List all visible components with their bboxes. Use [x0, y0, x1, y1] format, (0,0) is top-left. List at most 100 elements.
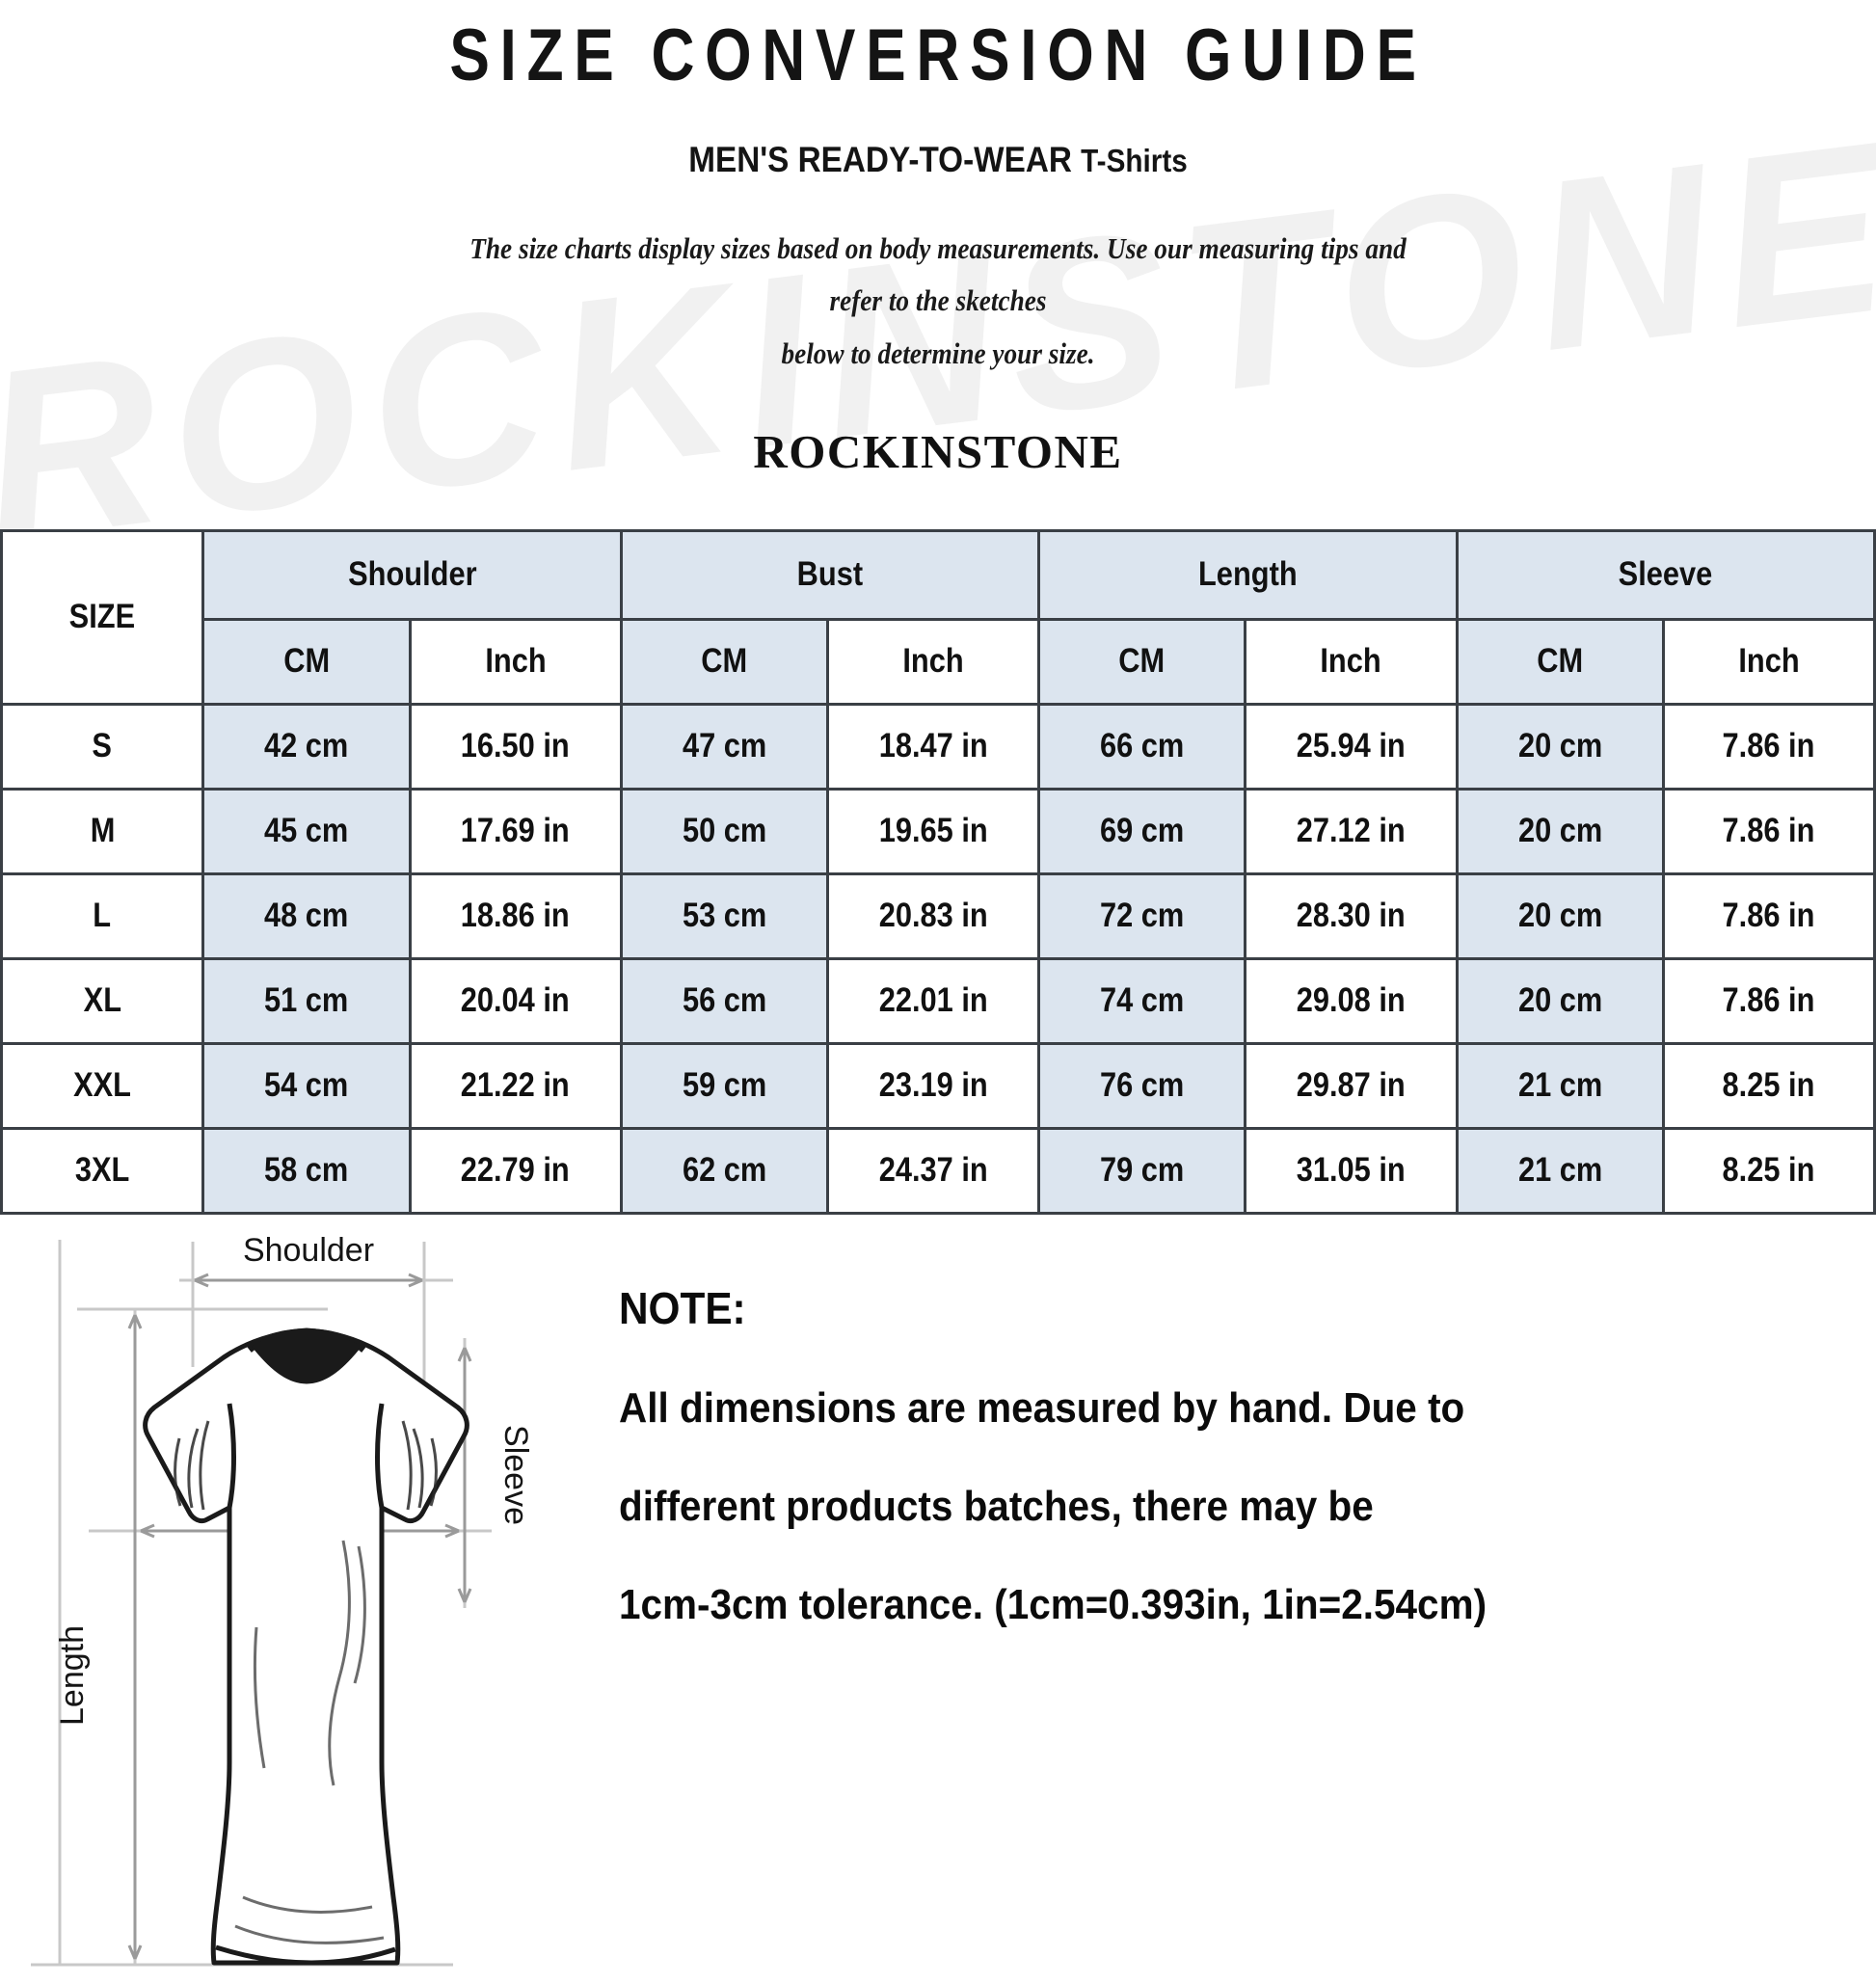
cell-length-cm: 79 cm [1037, 1126, 1247, 1215]
cell-bust-cm: 59 cm [619, 1041, 829, 1130]
cell-shoulder-inch: 21.22 in [408, 1041, 623, 1130]
tshirt-illustration [143, 1327, 469, 1966]
size-chart-table: SIZE Shoulder Bust Length Sleeve CM Inch… [0, 528, 1876, 1215]
shoulder-dimension-arrow [194, 1273, 423, 1288]
cell-bust-inch: 20.83 in [825, 871, 1041, 960]
cell-length-cm: 66 cm [1037, 702, 1247, 791]
cell-shoulder-inch: 18.86 in [408, 871, 623, 960]
note-line-3: 1cm-3cm tolerance. (1cm=0.393in, 1in=2.5… [619, 1580, 1487, 1628]
cell-shoulder-inch: 17.69 in [408, 787, 623, 875]
header-group-length: Length [1037, 528, 1459, 621]
unit-length-cm: CM [1037, 617, 1247, 706]
unit-length-inch: Inch [1244, 617, 1459, 706]
row-size-label: XXL [0, 1041, 205, 1130]
row-size-label: S [0, 702, 205, 791]
description-text: The size charts display sizes based on b… [463, 223, 1413, 380]
row-size-label: M [0, 787, 205, 875]
unit-shoulder-cm: CM [201, 617, 412, 706]
cell-length-inch: 27.12 in [1244, 787, 1459, 875]
cell-sleeve-cm: 21 cm [1455, 1126, 1665, 1215]
header-size: SIZE [0, 528, 205, 706]
brand-name: ROCKINSTONE [753, 424, 1123, 478]
header-group-shoulder: Shoulder [201, 528, 623, 621]
cell-shoulder-inch: 22.79 in [408, 1126, 623, 1215]
unit-shoulder-inch: Inch [408, 617, 623, 706]
page-title: SIZE CONVERSION GUIDE [449, 14, 1427, 96]
row-size-label: 3XL [0, 1126, 205, 1215]
subtitle-category: MEN'S READY-TO-WEAR [688, 140, 1082, 179]
cell-shoulder-cm: 45 cm [201, 787, 412, 875]
cell-sleeve-cm: 20 cm [1455, 702, 1665, 791]
table-row: XL 51 cm 20.04 in 56 cm 22.01 in 74 cm 2… [0, 956, 1876, 1045]
unit-sleeve-inch: Inch [1661, 617, 1876, 706]
cell-bust-inch: 19.65 in [825, 787, 1041, 875]
cell-length-inch: 25.94 in [1244, 702, 1459, 791]
unit-bust-inch: Inch [825, 617, 1041, 706]
note-line-2: different products batches, there may be [619, 1482, 1374, 1530]
cell-bust-cm: 47 cm [619, 702, 829, 791]
sleeve-dimension-arrow [457, 1347, 472, 1603]
cell-shoulder-cm: 51 cm [201, 956, 412, 1045]
cell-sleeve-cm: 20 cm [1455, 787, 1665, 875]
cell-bust-cm: 53 cm [619, 871, 829, 960]
table-header-row-units: CM Inch CM Inch CM Inch CM Inch [2, 617, 1876, 706]
unit-bust-cm: CM [619, 617, 829, 706]
table-header-row-groups: SIZE Shoulder Bust Length Sleeve [0, 528, 1876, 706]
page-subtitle: MEN'S READY-TO-WEAR T-Shirts [94, 140, 1782, 180]
description-line-1: The size charts display sizes based on b… [469, 231, 1407, 318]
cell-shoulder-inch: 16.50 in [408, 702, 623, 791]
header-group-sleeve: Sleeve [1455, 528, 1876, 621]
header-group-bust: Bust [619, 528, 1041, 621]
row-size-label: XL [0, 956, 205, 1045]
cell-sleeve-inch: 8.25 in [1661, 1126, 1876, 1215]
cell-sleeve-cm: 20 cm [1455, 956, 1665, 1045]
diagram-label-sleeve: Sleeve [497, 1425, 534, 1525]
cell-bust-inch: 23.19 in [825, 1041, 1041, 1130]
cell-sleeve-inch: 7.86 in [1661, 956, 1876, 1045]
cell-bust-inch: 22.01 in [825, 956, 1041, 1045]
subtitle-product: T-Shirts [1081, 143, 1188, 178]
table-row: S 42 cm 16.50 in 47 cm 18.47 in 66 cm 25… [0, 702, 1876, 791]
diagram-label-shoulder: Shoulder [243, 1232, 374, 1269]
length-dimension-arrow [127, 1314, 143, 1960]
cell-shoulder-cm: 58 cm [201, 1126, 412, 1215]
cell-sleeve-inch: 7.86 in [1661, 787, 1876, 875]
cell-length-cm: 74 cm [1037, 956, 1247, 1045]
cell-bust-cm: 62 cm [619, 1126, 829, 1215]
cell-bust-inch: 18.47 in [825, 702, 1041, 791]
note-section: NOTE: All dimensions are measured by han… [598, 1222, 1876, 1629]
diagram-label-length: Length [54, 1625, 91, 1726]
tshirt-diagram-svg: Shoulder Bust Length [31, 1232, 534, 1967]
cell-bust-cm: 50 cm [619, 787, 829, 875]
table-row: XXL 54 cm 21.22 in 59 cm 23.19 in 76 cm … [0, 1041, 1876, 1130]
row-size-label: L [0, 871, 205, 960]
cell-sleeve-cm: 21 cm [1455, 1041, 1665, 1130]
cell-shoulder-inch: 20.04 in [408, 956, 623, 1045]
unit-sleeve-cm: CM [1455, 617, 1665, 706]
table-row: L 48 cm 18.86 in 53 cm 20.83 in 72 cm 28… [0, 871, 1876, 960]
cell-sleeve-cm: 20 cm [1455, 871, 1665, 960]
cell-bust-cm: 56 cm [619, 956, 829, 1045]
cell-length-cm: 72 cm [1037, 871, 1247, 960]
cell-bust-inch: 24.37 in [825, 1126, 1041, 1215]
cell-sleeve-inch: 7.86 in [1661, 871, 1876, 960]
cell-length-inch: 28.30 in [1244, 871, 1459, 960]
note-heading: NOTE: [619, 1282, 746, 1333]
cell-sleeve-inch: 8.25 in [1661, 1041, 1876, 1130]
description-line-2: below to determine your size. [781, 335, 1095, 370]
cell-length-inch: 29.08 in [1244, 956, 1459, 1045]
cell-length-inch: 31.05 in [1244, 1126, 1459, 1215]
cell-length-inch: 29.87 in [1244, 1041, 1459, 1130]
cell-shoulder-cm: 42 cm [201, 702, 412, 791]
tshirt-measurement-diagram: Shoulder Bust Length [0, 1222, 598, 1984]
table-row: M 45 cm 17.69 in 50 cm 19.65 in 69 cm 27… [0, 787, 1876, 875]
cell-shoulder-cm: 48 cm [201, 871, 412, 960]
bottom-section: Shoulder Bust Length [0, 1222, 1876, 1984]
cell-sleeve-inch: 7.86 in [1661, 702, 1876, 791]
table-row: 3XL 58 cm 22.79 in 62 cm 24.37 in 79 cm … [0, 1126, 1876, 1215]
cell-length-cm: 76 cm [1037, 1041, 1247, 1130]
cell-shoulder-cm: 54 cm [201, 1041, 412, 1130]
note-line-1: All dimensions are measured by hand. Due… [619, 1383, 1465, 1432]
cell-length-cm: 69 cm [1037, 787, 1247, 875]
